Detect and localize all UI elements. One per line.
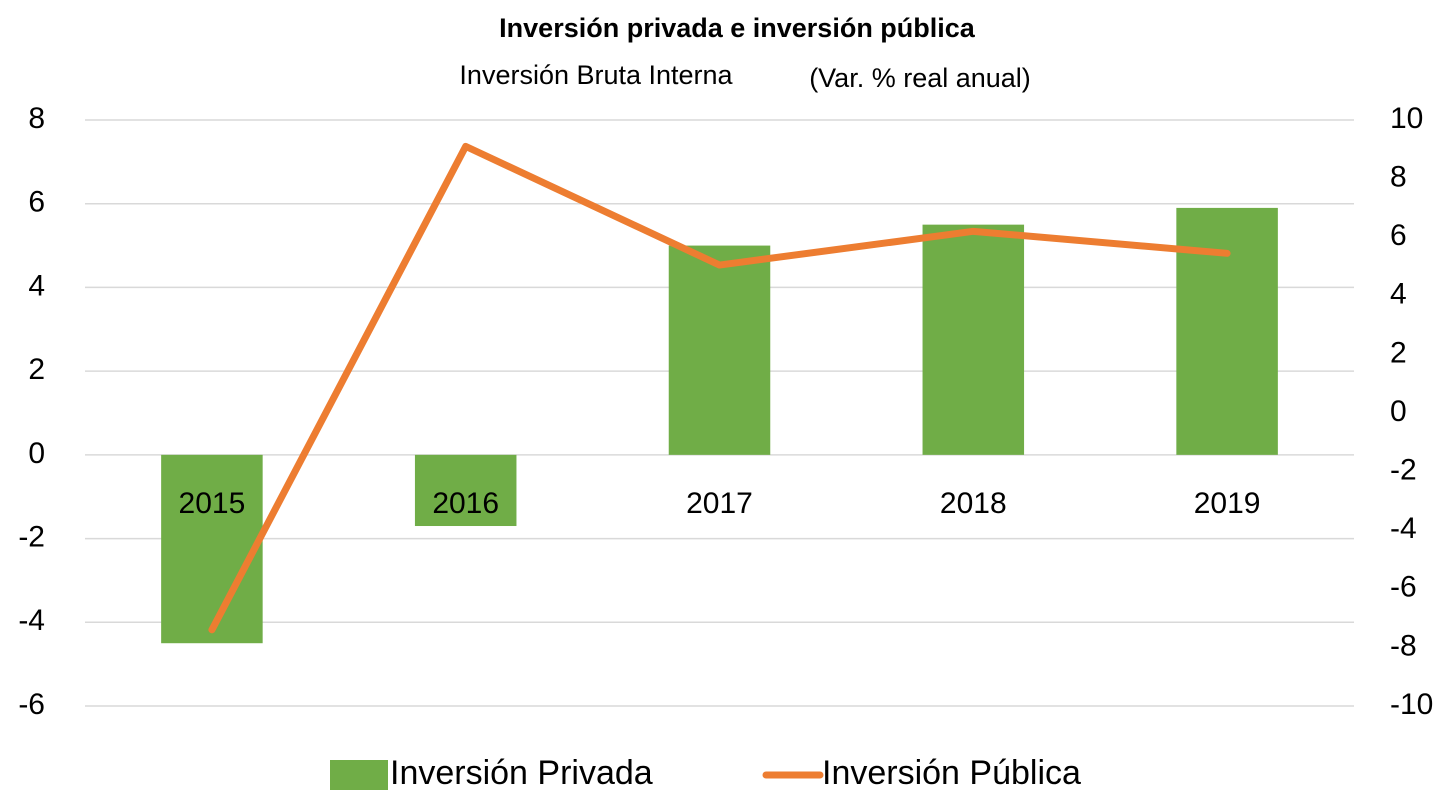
chart-subtitle: Inversión Bruta Interna (459, 60, 733, 90)
y2-tick-label: -4 (1390, 512, 1417, 545)
y2-tick-label: 10 (1390, 102, 1423, 135)
y2-tick-label: -10 (1390, 688, 1433, 721)
x-tick-label: 2017 (686, 487, 753, 520)
bar (668, 245, 771, 455)
x-tick-label: 2019 (1194, 487, 1261, 520)
bar (414, 454, 517, 527)
y-tick-label: 4 (28, 269, 45, 302)
y2-tick-label: 4 (1390, 278, 1407, 311)
chart-title: Inversión privada e inversión pública (499, 13, 976, 43)
y2-tick-label: -2 (1390, 454, 1417, 487)
y-tick-label: -4 (18, 604, 45, 637)
y-tick-label: -6 (18, 688, 45, 721)
y-tick-label: 6 (28, 186, 45, 219)
unit-note: (Var. % real anual) (809, 63, 1031, 93)
y-tick-label: 0 (28, 437, 45, 470)
y2-tick-label: 2 (1390, 336, 1407, 369)
bar (922, 224, 1025, 455)
legend-swatch (330, 760, 388, 790)
x-tick-label: 2018 (940, 487, 1007, 520)
y2-tick-label: 8 (1390, 161, 1407, 194)
bar (161, 454, 263, 644)
line (208, 142, 1231, 634)
y-tick-label: -2 (18, 520, 45, 553)
y-tick-label: 2 (28, 353, 45, 386)
legend-label: Inversión Privada (390, 754, 653, 791)
y2-tick-label: -6 (1390, 571, 1417, 604)
y2-tick-label: -8 (1390, 629, 1417, 662)
x-tick-label: 2016 (432, 487, 499, 520)
y-tick-label: 8 (28, 102, 45, 135)
bar (1176, 207, 1278, 455)
legend-label: Inversión Pública (822, 754, 1081, 791)
y2-tick-label: 0 (1390, 395, 1407, 428)
x-tick-label: 2015 (179, 487, 246, 520)
y2-tick-label: 6 (1390, 219, 1407, 252)
